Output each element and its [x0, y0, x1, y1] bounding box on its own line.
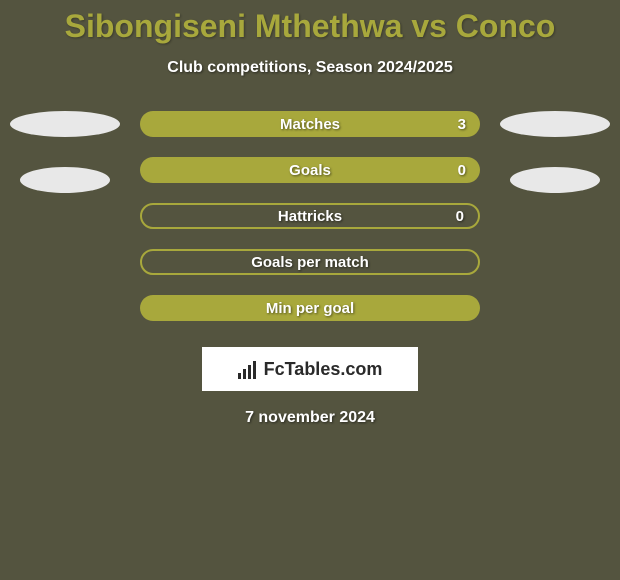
placeholder-ellipse — [500, 111, 610, 137]
stats-list: Matches 3 Goals 0 Hattricks 0 Goals per … — [140, 111, 480, 321]
stat-row-matches: Matches 3 — [140, 111, 480, 137]
subtitle: Club competitions, Season 2024/2025 — [0, 59, 620, 77]
logo-box: FcTables.com — [202, 347, 418, 391]
date-text: 7 november 2024 — [0, 409, 620, 427]
stat-row-min-per-goal: Min per goal — [140, 295, 480, 321]
content-row: Matches 3 Goals 0 Hattricks 0 Goals per … — [0, 111, 620, 321]
logo-text: FcTables.com — [264, 359, 383, 380]
stat-label: Matches — [140, 116, 480, 133]
stat-value: 3 — [458, 116, 466, 133]
stat-row-goals-per-match: Goals per match — [140, 249, 480, 275]
left-placeholder-col — [10, 111, 120, 193]
stat-label: Min per goal — [140, 300, 480, 317]
placeholder-ellipse — [20, 167, 110, 193]
stat-row-goals: Goals 0 — [140, 157, 480, 183]
stat-label: Goals — [140, 162, 480, 179]
stat-label: Hattricks — [142, 208, 478, 225]
right-placeholder-col — [500, 111, 610, 193]
bar-chart-icon — [238, 359, 258, 379]
placeholder-ellipse — [10, 111, 120, 137]
stat-value: 0 — [456, 208, 464, 225]
placeholder-ellipse — [510, 167, 600, 193]
stat-value: 0 — [458, 162, 466, 179]
stat-label: Goals per match — [142, 254, 478, 271]
page-title: Sibongiseni Mthethwa vs Conco — [0, 0, 620, 45]
stat-row-hattricks: Hattricks 0 — [140, 203, 480, 229]
